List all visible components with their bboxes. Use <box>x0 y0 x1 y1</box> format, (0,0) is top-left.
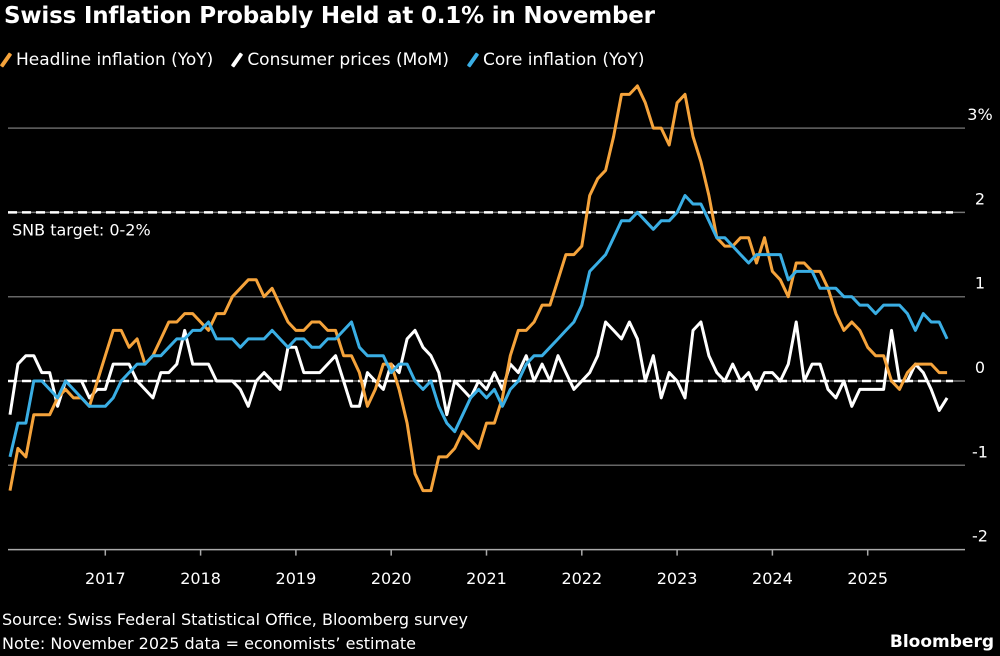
x-tick-label: 2023 <box>657 569 698 588</box>
series-line-core <box>8 194 949 458</box>
x-tick-label: 2018 <box>180 569 221 588</box>
x-tick-label: 2017 <box>85 569 126 588</box>
y-tick-label: 1 <box>975 274 985 293</box>
y-tick-label: -1 <box>972 442 988 461</box>
source-note: Source: Swiss Federal Statistical Office… <box>2 610 468 629</box>
x-tick-label: 2025 <box>847 569 888 588</box>
legend-label: Headline inflation (YoY) <box>16 50 214 70</box>
chart-plot: 3% 2 1 0 -1 -2 SNB target: 0-2% 2017 2018 2019 202… <box>8 84 993 588</box>
series-line-headline <box>8 84 948 493</box>
x-tick-label: 2021 <box>466 569 507 588</box>
legend-item-headline: Headline inflation (YoY) <box>0 50 214 70</box>
x-tick-label: 2022 <box>561 569 602 588</box>
x-tick-label: 2024 <box>752 569 793 588</box>
bloomberg-logo: Bloomberg <box>889 632 994 652</box>
y-tick-label: -2 <box>972 527 988 546</box>
legend-item-core: Core inflation (YoY) <box>466 50 645 70</box>
footnote: Note: November 2025 data = economists’ e… <box>2 634 417 653</box>
x-tick-label: 2020 <box>371 569 412 588</box>
legend: Headline inflation (YoY) Consumer prices… <box>0 50 645 70</box>
y-tick-label: 2 <box>975 189 985 208</box>
y-tick-label: 3% <box>967 105 992 124</box>
legend-label: Consumer prices (MoM) <box>247 50 449 70</box>
chart-title: Swiss Inflation Probably Held at 0.1% in… <box>4 3 655 29</box>
x-tick-label: 2019 <box>276 569 317 588</box>
legend-item-mom: Consumer prices (MoM) <box>231 50 449 70</box>
legend-label: Core inflation (YoY) <box>482 50 645 70</box>
annotation-snb-target: SNB target: 0-2% <box>12 220 151 239</box>
y-tick-label: 0 <box>975 358 985 377</box>
series-line-mom <box>8 320 949 417</box>
